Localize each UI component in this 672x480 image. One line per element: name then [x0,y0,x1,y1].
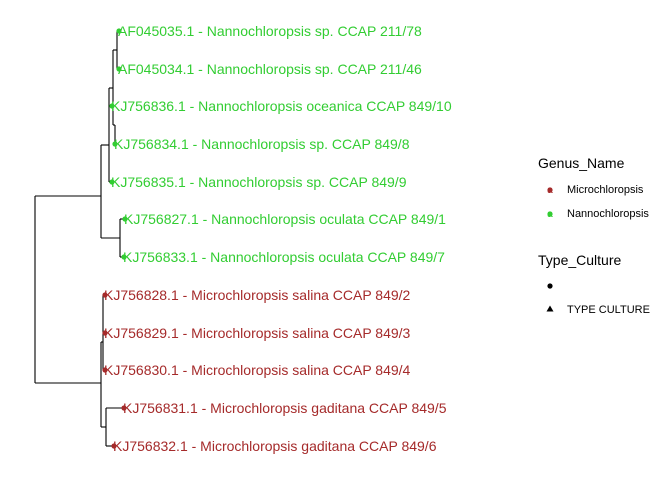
tip-marker-icon [109,179,115,185]
legend-point-icon [547,211,553,217]
tree-tip: AF045035.1 - Nannochloropsis sp. CCAP 21… [116,23,422,39]
tip-label: KJ756827.1 - Nannochloropsis oculata CCA… [124,211,446,227]
legend-genus-item: a Microchloropsis [547,184,644,196]
tip-marker-icon [121,254,127,260]
tip-marker-icon [112,141,118,147]
tip-marker-icon [102,330,108,336]
legend-triangle-icon [546,305,554,312]
tip-label: KJ756833.1 - Nannochloropsis oculata CCA… [123,249,445,265]
legend-type-item: TYPE CULTURE [546,304,650,316]
tip-marker-icon [116,66,122,72]
tip-label: KJ756834.1 - Nannochloropsis sp. CCAP 84… [114,136,410,152]
tip-label: KJ756830.1 - Microchloropsis salina CCAP… [104,362,411,378]
tree-tip: KJ756829.1 - Microchloropsis salina CCAP… [102,325,411,341]
tip-label: KJ756828.1 - Microchloropsis salina CCAP… [104,287,411,303]
tip-marker-icon [122,216,128,222]
tree-tip: KJ756833.1 - Nannochloropsis oculata CCA… [121,249,445,265]
tree-tip: AF045034.1 - Nannochloropsis sp. CCAP 21… [116,61,422,77]
legend-circle-icon [547,283,553,289]
tree-tip: KJ756830.1 - Microchloropsis salina CCAP… [102,362,411,378]
tip-label: AF045034.1 - Nannochloropsis sp. CCAP 21… [118,61,422,77]
legend-genus-item: a Nannochloropsis [547,208,649,220]
tip-marker-icon [111,443,117,449]
legend-title-genus: Genus_Name [538,155,625,171]
legend-key-glyph: a [547,209,553,220]
legend-type-item [547,283,553,289]
legend-type-keys: TYPE CULTURE [546,283,650,316]
tree-tip: KJ756834.1 - Nannochloropsis sp. CCAP 84… [112,136,410,152]
tree-tip: KJ756835.1 - Nannochloropsis sp. CCAP 84… [109,174,407,190]
tip-label: AF045035.1 - Nannochloropsis sp. CCAP 21… [118,23,422,39]
legend-key-glyph: a [547,185,553,196]
tip-label: KJ756835.1 - Nannochloropsis sp. CCAP 84… [111,174,407,190]
tip-marker-icon [109,103,115,109]
tip-marker-icon [121,405,127,411]
tip-label: KJ756832.1 - Microchloropsis gaditana CC… [113,438,437,454]
legend-genus-label: Microchloropsis [567,184,644,196]
tree-tips: AF045035.1 - Nannochloropsis sp. CCAP 21… [102,23,452,454]
tip-label: KJ756831.1 - Microchloropsis gaditana CC… [123,400,447,416]
tip-marker-icon [102,292,108,298]
tip-label: KJ756836.1 - Nannochloropsis oceanica CC… [111,98,452,114]
tree-tip: KJ756828.1 - Microchloropsis salina CCAP… [102,287,411,303]
legend: Genus_Name a Microchloropsis a Nannochlorop… [538,155,650,316]
legend-genus-label: Nannochloropsis [567,208,649,220]
legend-point-icon [547,187,553,193]
tree-tip: KJ756827.1 - Nannochloropsis oculata CCA… [122,211,446,227]
tip-marker-icon [102,367,108,373]
legend-genus-keys: a Microchloropsis a Nannochloropsis [547,184,649,220]
tree-tip: KJ756831.1 - Microchloropsis gaditana CC… [121,400,447,416]
tree-tip: KJ756836.1 - Nannochloropsis oceanica CC… [109,98,452,114]
legend-title-type-culture: Type_Culture [538,252,621,268]
tree-branches [34,30,125,447]
tip-label: KJ756829.1 - Microchloropsis salina CCAP… [104,325,411,341]
tip-marker-icon [116,28,122,34]
legend-type-label: TYPE CULTURE [567,304,650,316]
tree-tip: KJ756832.1 - Microchloropsis gaditana CC… [111,438,437,454]
